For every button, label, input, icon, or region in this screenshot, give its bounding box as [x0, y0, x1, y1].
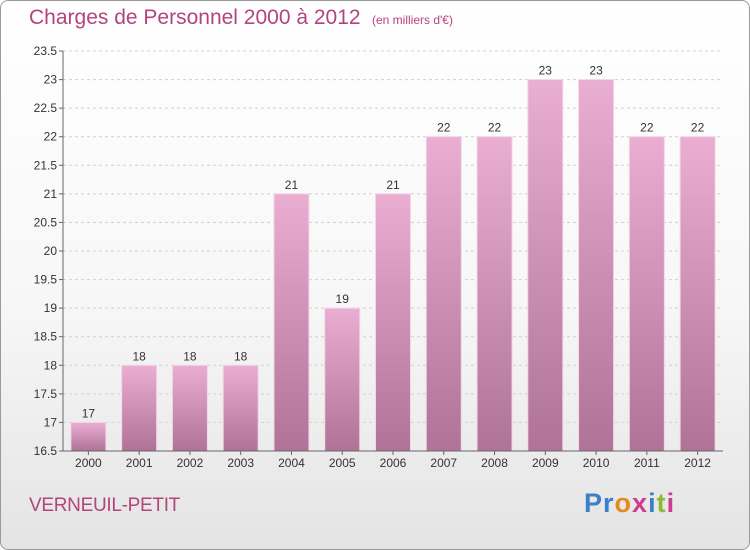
- y-tick-label: 23.5: [34, 44, 58, 58]
- bar-2012: [679, 136, 716, 452]
- data-label: 18: [234, 349, 248, 363]
- y-tick-label: 17: [44, 415, 58, 429]
- x-tick-label: 2012: [684, 456, 711, 470]
- data-label: 22: [437, 121, 451, 135]
- data-label: 18: [183, 349, 197, 363]
- x-tick-label: 2006: [380, 456, 407, 470]
- y-tick-label: 17.5: [34, 387, 58, 401]
- y-tick-label: 18: [44, 358, 58, 372]
- axes: 16.5 17 17.5 18 18.5 19 19.5 20 20.5 21 21.5 22 22.5…: [34, 44, 723, 470]
- bar-2010: [578, 79, 615, 452]
- bar-2003: [222, 364, 259, 452]
- x-tick-label: 2002: [177, 456, 204, 470]
- bar-2007: [425, 136, 462, 452]
- data-label: 23: [539, 64, 553, 78]
- chart-subtitle: (en milliers d'€): [372, 13, 453, 27]
- x-tick-label: 2007: [430, 456, 457, 470]
- bar-2006: [375, 193, 411, 452]
- data-label: 22: [640, 121, 654, 135]
- x-tick-label: 2004: [278, 456, 305, 470]
- bar-2011: [628, 136, 665, 452]
- y-tick-label: 16.5: [34, 444, 58, 458]
- bar-2008: [476, 136, 513, 452]
- bar-2005: [324, 307, 361, 452]
- data-label: 19: [336, 292, 350, 306]
- bar-2002: [171, 364, 208, 452]
- proxiti-logo[interactable]: Proxiti: [584, 488, 676, 518]
- y-tick-label: 19: [44, 301, 58, 315]
- chart-title: Charges de Personnel 2000 à 2012: [29, 6, 361, 29]
- bars: [70, 79, 716, 452]
- x-tick-label: 2005: [329, 456, 356, 470]
- data-label: 21: [386, 178, 400, 192]
- commune-name: VERNEUIL-PETIT: [29, 495, 180, 516]
- data-label: 18: [132, 349, 146, 363]
- y-tick-label: 21: [44, 187, 58, 201]
- y-tick-label: 19.5: [34, 273, 58, 287]
- y-tick-label: 21.5: [34, 158, 58, 172]
- x-tick-label: 2008: [481, 456, 508, 470]
- y-tick-label: 18.5: [34, 330, 58, 344]
- data-label: 23: [589, 64, 603, 78]
- x-tick-label: 2003: [227, 456, 254, 470]
- x-tick-label: 2010: [583, 456, 610, 470]
- y-tick-label: 20: [44, 244, 58, 258]
- y-tick-label: 20.5: [34, 215, 58, 229]
- y-tick-label: 22.5: [34, 101, 58, 115]
- bar-2009: [527, 79, 564, 452]
- bar-2000: [70, 421, 107, 452]
- data-label: 17: [82, 406, 96, 420]
- data-label: 21: [285, 178, 299, 192]
- x-tick-label: 2009: [532, 456, 559, 470]
- bar-2004: [273, 193, 310, 452]
- data-label: 22: [488, 121, 502, 135]
- data-label: 22: [691, 121, 705, 135]
- labels: 17 18 18 18 21 19 21 22 22 23 23 22 22: [82, 64, 705, 421]
- x-tick-label: 2011: [634, 456, 660, 470]
- x-tick-label: 2000: [75, 456, 102, 470]
- y-tick-label: 22: [44, 130, 58, 144]
- y-tick-label: 23: [44, 73, 58, 87]
- bar-2001: [121, 364, 158, 452]
- x-tick-label: 2001: [126, 456, 153, 470]
